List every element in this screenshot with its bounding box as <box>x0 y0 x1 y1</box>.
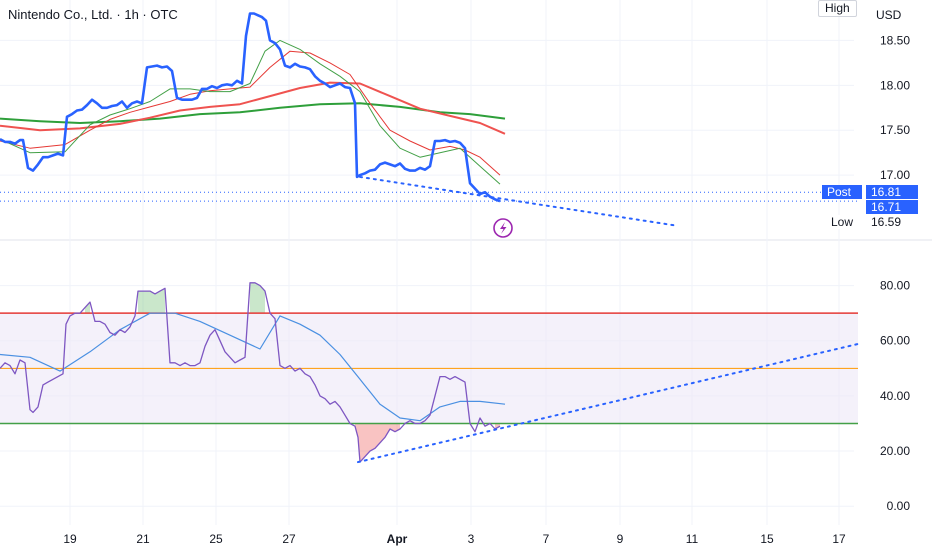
rsi-overbought-fill <box>85 302 90 314</box>
price-tick-label: 18.50 <box>880 33 910 47</box>
sma-mid-line <box>0 50 501 176</box>
price-trendline <box>359 175 676 227</box>
chart-title: Nintendo Co., Ltd. · 1h · OTC <box>8 7 178 22</box>
post-label-tag: Post <box>822 185 862 199</box>
price-tick-label: 17.50 <box>880 123 910 137</box>
rsi-tick-label: 0.00 <box>887 499 911 513</box>
x-tick-label: 11 <box>686 532 699 546</box>
x-tick-label: 3 <box>468 532 475 546</box>
x-tick-label: 19 <box>63 532 77 546</box>
sma-fast-line <box>0 39 501 185</box>
high-tag[interactable]: High <box>818 0 857 17</box>
sma-slow-line <box>0 102 506 124</box>
rsi-tick-label: 20.00 <box>880 444 910 458</box>
rsi-oversold-fill <box>355 423 400 463</box>
series <box>0 12 506 463</box>
rsi-overbought-fill <box>138 288 165 314</box>
post-value-tag: 16.81 <box>866 185 918 199</box>
rsi-trendline <box>357 342 861 464</box>
x-tick-label: 9 <box>617 532 624 546</box>
price-tick-label: 18.00 <box>880 78 910 92</box>
price-tick-label: 17.00 <box>880 168 910 182</box>
rsi-tick-label: 80.00 <box>880 279 910 293</box>
rsi-tick-label: 60.00 <box>880 334 910 348</box>
currency-label: USD <box>876 8 902 22</box>
low-value-tag: 16.59 <box>866 215 918 229</box>
event-marker[interactable] <box>493 218 513 238</box>
x-tick-label: 17 <box>832 532 846 546</box>
lightning-icon <box>500 222 507 234</box>
x-tick-label: 27 <box>282 532 296 546</box>
x-tick-label: 25 <box>209 532 223 546</box>
x-tick-label: 7 <box>543 532 550 546</box>
x-tick-label: Apr <box>387 532 408 546</box>
x-tick-label: 15 <box>760 532 774 546</box>
price-series-line <box>0 12 501 203</box>
rsi-levels <box>0 312 858 425</box>
grid <box>0 0 932 525</box>
last-value-tag: 16.71 <box>866 200 918 214</box>
ema-line <box>0 81 506 135</box>
trendlines[interactable] <box>357 175 861 464</box>
rsi-extreme-fills <box>85 282 500 463</box>
rsi-tick-label: 40.00 <box>880 389 910 403</box>
low-label-tag: Low <box>826 215 862 229</box>
rsi-line <box>0 282 501 463</box>
x-tick-label: 21 <box>136 532 150 546</box>
axis-ticks: 19 21 25 27 Apr 3 7 9 11 15 17 18.50 18.00 17.50 17.00… <box>63 33 910 546</box>
rsi-overbought-fill <box>250 282 265 314</box>
